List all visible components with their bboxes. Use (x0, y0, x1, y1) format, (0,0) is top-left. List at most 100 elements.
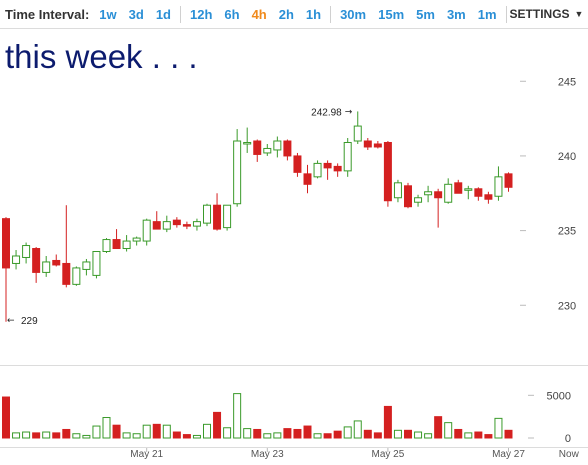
interval-toolbar: Time Interval: 1w 3d 1d 12h 6h 4h 2h 1h 30m 15m 5m… (0, 0, 588, 29)
volume-bar (263, 433, 272, 439)
time-interval-label: Time Interval: (5, 6, 90, 22)
candle-body (12, 255, 21, 264)
volume-tick-label: 5000 (547, 390, 571, 402)
candle-body (52, 259, 61, 266)
candle-body (182, 224, 191, 227)
candle-body (363, 140, 372, 148)
time-tick-label: May 23 (251, 449, 284, 460)
volume-bar (454, 428, 463, 439)
volume-bar (484, 434, 493, 439)
candle-body (112, 239, 121, 250)
volume-bar (203, 423, 211, 439)
volume-bar (233, 393, 242, 439)
candle-body (293, 155, 302, 173)
interval-6h[interactable]: 6h (224, 6, 240, 22)
volume-bar (373, 432, 382, 439)
candle-body (383, 141, 392, 202)
interval-2h[interactable]: 2h (278, 6, 294, 22)
candle-body (273, 140, 282, 151)
candle-body (42, 261, 51, 273)
volume-bar (142, 424, 151, 439)
candle-body (2, 218, 10, 269)
volume-bar (253, 428, 262, 439)
volume-bar (22, 431, 31, 439)
settings-button[interactable]: SETTINGS ▼ (510, 7, 584, 21)
candle-body (504, 173, 513, 188)
candle-body (233, 140, 242, 205)
candle-body (494, 176, 503, 197)
time-tick-label: May 27 (492, 449, 525, 460)
interval-15m[interactable]: 15m (378, 6, 405, 22)
interval-5m[interactable]: 5m (416, 6, 435, 22)
candle-body (484, 194, 493, 200)
volume-bar (132, 433, 141, 439)
interval-1d[interactable]: 1d (155, 6, 171, 22)
volume-bar (434, 416, 443, 439)
candle-body (203, 204, 211, 224)
volume-bar (323, 433, 332, 439)
candle-body (353, 125, 362, 142)
volume-bar (393, 429, 402, 439)
volume-bar (52, 432, 61, 439)
interval-list: 1w 3d 1d 12h 6h 4h 2h 1h 30m 15m 5m 3m 1m (93, 5, 509, 23)
candle-body (393, 182, 402, 199)
volume-bar (383, 405, 392, 439)
interval-1h[interactable]: 1h (305, 6, 322, 22)
arrow-left-icon: ← (7, 316, 15, 326)
time-tick-label: Now (559, 449, 580, 460)
volume-bar (283, 428, 292, 439)
candle-body (213, 204, 222, 230)
volume-bar (102, 417, 111, 439)
volume-bar (182, 434, 191, 439)
volume-bar (504, 429, 513, 439)
volume-bar (82, 434, 91, 439)
candle-body (32, 248, 41, 273)
time-tick-label: May 21 (130, 449, 163, 460)
volume-bar (243, 428, 252, 439)
volume-bar (464, 432, 473, 439)
candle-body (243, 141, 252, 145)
interval-separator (505, 5, 507, 23)
volume-bar (122, 432, 131, 439)
overlay-caption: this week . . . (5, 38, 198, 75)
candle-body (283, 140, 292, 157)
candle-body (263, 147, 272, 154)
interval-3d[interactable]: 3d (128, 6, 144, 22)
volume-bar (343, 426, 352, 439)
candle-body (313, 162, 322, 178)
candle-body (404, 185, 412, 208)
interval-3m[interactable]: 3m (446, 6, 466, 22)
interval-30m[interactable]: 30m (340, 6, 367, 22)
price-tick-label: 235 (558, 226, 576, 238)
interval-separator (330, 5, 332, 23)
volume-bar (12, 432, 21, 439)
candle-body (424, 191, 433, 196)
volume-bar (333, 430, 342, 439)
volume-bar (444, 422, 453, 439)
volume-bar (494, 417, 503, 439)
candle-body (72, 267, 81, 285)
time-tick-label: May 25 (372, 449, 405, 460)
interval-1w[interactable]: 1w (99, 6, 117, 22)
candle-body (444, 183, 453, 203)
volume-bar (152, 423, 161, 439)
candle-body (162, 221, 171, 230)
volume-bar (353, 420, 362, 439)
interval-4h[interactable]: 4h (251, 6, 267, 22)
settings-label: SETTINGS (509, 7, 570, 21)
volume-bar (424, 433, 433, 439)
candle-body (323, 162, 332, 169)
interval-12h[interactable]: 12h (189, 6, 213, 22)
candle-body (172, 219, 181, 226)
volume-bar (404, 429, 412, 439)
candle-body (414, 197, 423, 203)
interval-1m[interactable]: 1m (477, 6, 497, 22)
volume-bar (313, 433, 322, 439)
caret-down-icon: ▼ (574, 9, 584, 19)
volume-bar (223, 427, 232, 439)
candle-body (373, 143, 382, 148)
volume-bar (273, 432, 282, 439)
candle-body (343, 141, 352, 172)
volume-bar (363, 429, 372, 439)
